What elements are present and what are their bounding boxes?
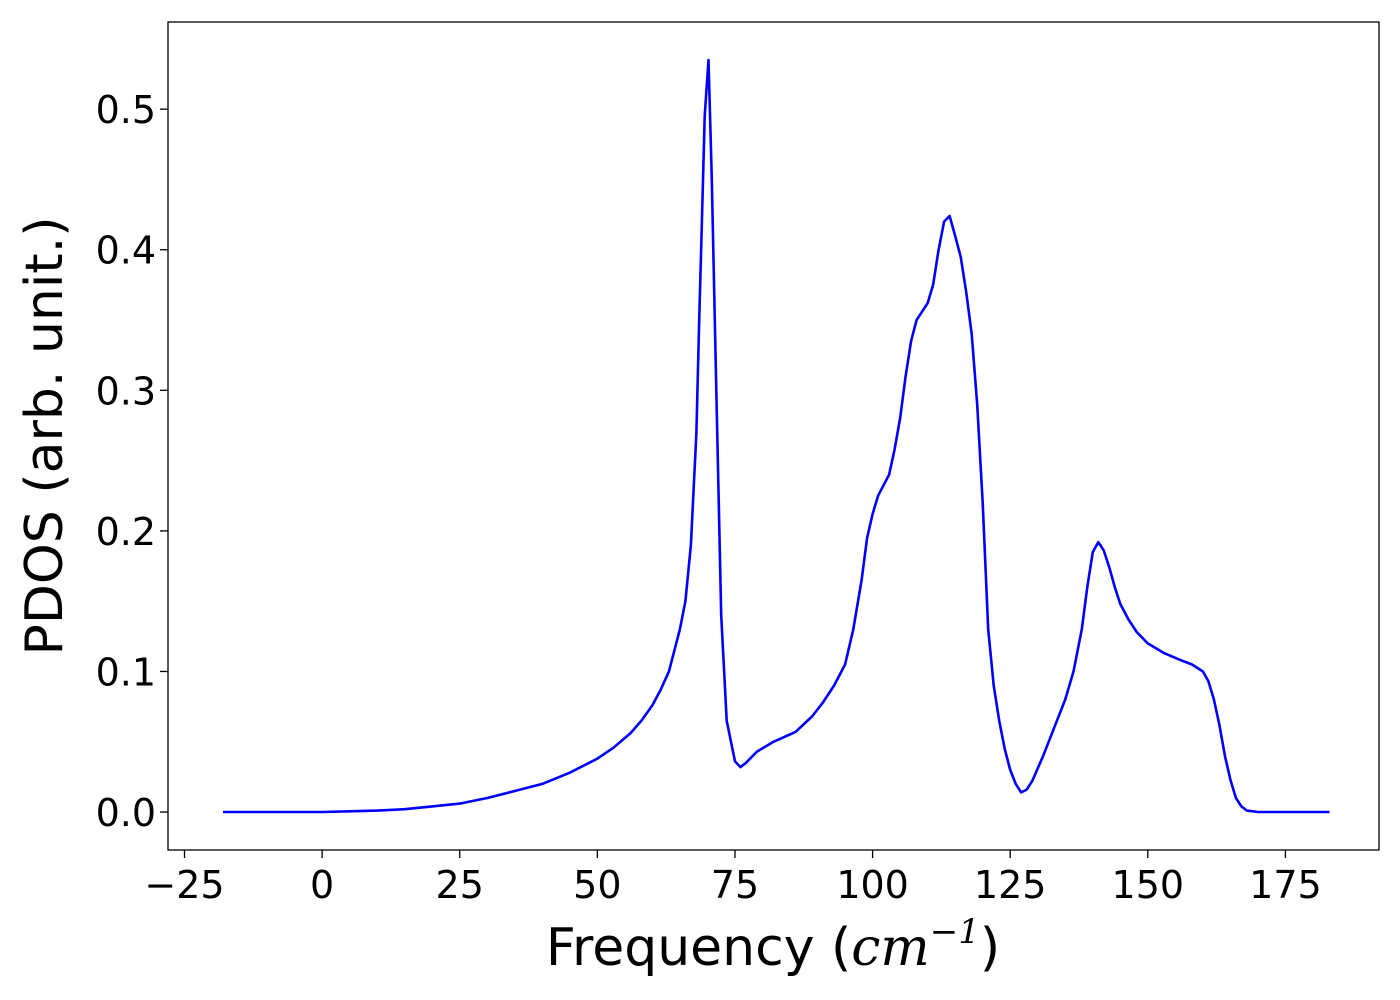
x-tick-label: 175 [1249, 863, 1322, 907]
y-tick-label: 0.0 [96, 791, 156, 835]
x-tick-label: −25 [144, 863, 224, 907]
x-tick-label: 50 [573, 863, 621, 907]
y-axis-ticks: 0.0 0.1 0.2 0.3 0.4 0.5 [96, 88, 168, 835]
x-tick-label: 125 [974, 863, 1047, 907]
y-tick-label: 0.5 [96, 88, 156, 132]
y-axis-label: PDOS (arb. unit.) [15, 216, 75, 655]
x-tick-label: 0 [310, 863, 334, 907]
y-tick-label: 0.4 [96, 229, 156, 273]
y-tick-label: 0.1 [96, 650, 156, 694]
x-tick-label: 100 [836, 863, 909, 907]
x-axis-ticks: −25 0 25 50 75 100 125 150 175 [144, 850, 1322, 907]
x-tick-label: 75 [711, 863, 759, 907]
data-series [223, 58, 1330, 814]
pdos-series-line [223, 58, 1330, 814]
x-axis-label: Frequency (cm−1) [546, 912, 1000, 978]
plot-area-frame [167, 21, 1380, 851]
x-tick-label: 25 [436, 863, 484, 907]
y-tick-label: 0.3 [96, 369, 156, 413]
y-tick-label: 0.2 [96, 510, 156, 554]
x-tick-label: 150 [1112, 863, 1185, 907]
